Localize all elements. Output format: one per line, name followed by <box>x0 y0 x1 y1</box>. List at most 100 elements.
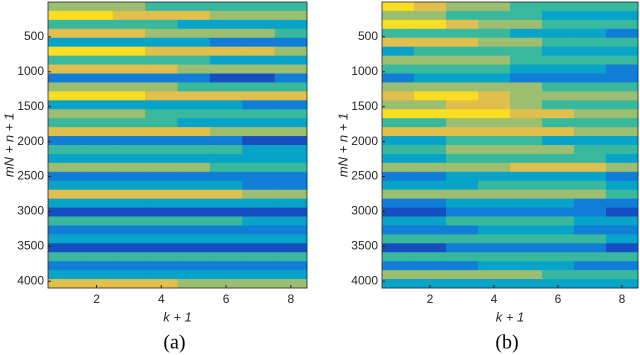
heatmap-cell <box>48 82 81 92</box>
heatmap-cell <box>145 145 178 155</box>
heatmap-cell <box>510 216 543 226</box>
heatmap-cell <box>606 207 639 217</box>
heatmap-cell <box>446 145 479 155</box>
heatmap-cell <box>510 243 543 253</box>
heatmap-cell <box>112 180 146 191</box>
heatmap-cell <box>112 55 146 65</box>
heatmap-cell <box>80 100 114 110</box>
heatmap-cell <box>80 136 114 146</box>
heatmap-cell <box>80 82 114 92</box>
heatmap-cell <box>510 198 543 208</box>
heatmap-cell <box>145 100 178 110</box>
heatmap-cell <box>112 10 146 21</box>
heatmap-cell <box>542 55 575 65</box>
heatmap-cell <box>414 162 447 173</box>
heatmap-cell <box>48 118 81 128</box>
heatmap-cell <box>606 91 639 101</box>
y-tick-label: 4000 <box>17 273 44 287</box>
heatmap-cell <box>478 10 511 21</box>
heatmap-cell <box>574 10 607 21</box>
heatmap-cell <box>177 127 211 137</box>
heatmap-cell <box>112 189 146 200</box>
heatmap-cell <box>112 153 146 164</box>
heatmap-cell <box>606 2 639 12</box>
heatmap-cell <box>382 2 415 12</box>
heatmap-cell <box>478 270 511 280</box>
heatmap-cell <box>382 243 415 253</box>
heatmap-cell <box>177 136 211 146</box>
heatmap-cell <box>382 118 415 128</box>
heatmap-cell <box>242 189 276 200</box>
heatmap-cell <box>242 91 276 101</box>
heatmap-cell <box>209 100 243 110</box>
heatmap-cell <box>145 162 178 173</box>
heatmap-cell <box>177 234 211 244</box>
heatmap-cell <box>242 118 276 128</box>
heatmap-cell <box>274 270 308 280</box>
heatmap-cell <box>446 171 479 182</box>
heatmap-cell <box>209 91 243 101</box>
heatmap-cell <box>478 55 511 65</box>
heatmap-cell <box>478 145 511 155</box>
x-tick-label: 2 <box>93 292 100 306</box>
y-tick-label: 3500 <box>17 239 44 253</box>
heatmap-cell <box>542 189 575 200</box>
heatmap-cell <box>414 73 447 83</box>
heatmap-cell <box>478 64 511 74</box>
heatmap-cell <box>112 37 146 48</box>
y-tick-label: 1000 <box>17 64 44 78</box>
heatmap-cell <box>542 252 575 262</box>
heatmap-cell <box>145 37 178 48</box>
heatmap-cell <box>242 46 276 57</box>
heatmap-cell <box>382 270 415 280</box>
heatmap-cell <box>80 153 114 164</box>
heatmap-cell <box>145 109 178 119</box>
heatmap-cell <box>542 100 575 110</box>
heatmap-cell <box>274 10 308 21</box>
heatmap-cell <box>478 162 511 173</box>
heatmap-cell <box>414 118 447 128</box>
heatmap-cell <box>274 243 308 253</box>
heatmap-cell <box>112 100 146 110</box>
heatmap-cell <box>606 252 639 262</box>
heatmap-cell <box>414 252 447 262</box>
heatmap-cell <box>542 109 575 119</box>
heatmap-cell <box>382 145 415 155</box>
heatmap-cell <box>478 261 511 271</box>
heatmap-cell <box>382 216 415 226</box>
heatmap-cell <box>177 91 211 101</box>
heatmap-cell <box>274 46 308 57</box>
heatmap-cell <box>209 216 243 226</box>
heatmap-cell <box>446 19 479 30</box>
heatmap-cell <box>574 136 607 146</box>
heatmap-cell <box>274 145 308 155</box>
heatmap-cell <box>446 234 479 244</box>
heatmap-cell <box>606 261 639 271</box>
heatmap-cell <box>112 279 146 289</box>
heatmap-cell <box>542 162 575 173</box>
heatmap-cell <box>478 234 511 244</box>
heatmap-cell <box>209 243 243 253</box>
heatmap-cell <box>145 198 178 208</box>
heatmap-cell <box>414 279 447 289</box>
heatmap-cell <box>446 10 479 21</box>
heatmap-cell <box>177 37 211 48</box>
heatmap-cell <box>574 153 607 164</box>
heatmap-cell <box>48 10 81 21</box>
heatmap-cell <box>446 91 479 101</box>
heatmap-cell <box>274 207 308 217</box>
heatmap-cell <box>242 198 276 208</box>
heatmap-cell <box>48 243 81 253</box>
y-tick-label: 3000 <box>17 204 44 218</box>
heatmap-cell <box>542 225 575 235</box>
heatmap-cell <box>48 55 81 65</box>
y-tick-label: 500 <box>358 29 378 43</box>
heatmap-cell <box>542 261 575 271</box>
heatmap-cell <box>542 207 575 217</box>
heatmap-cell <box>414 100 447 110</box>
heatmap-cell <box>446 180 479 191</box>
heatmap-cell <box>478 216 511 226</box>
heatmap-cell <box>414 2 447 12</box>
heatmap-cell <box>274 2 308 12</box>
heatmap-cell <box>48 19 81 30</box>
